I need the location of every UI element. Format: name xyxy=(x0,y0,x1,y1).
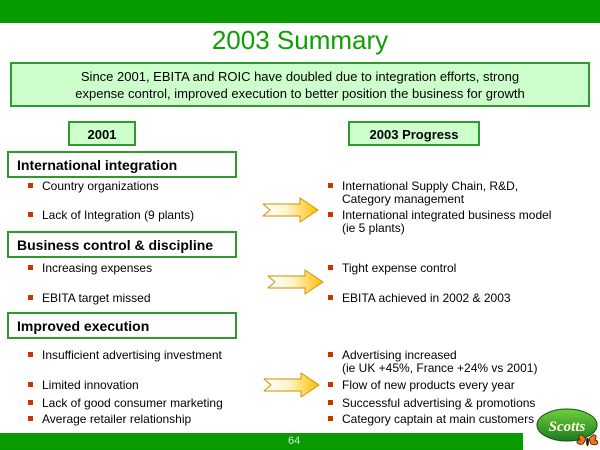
right-block-arrow-icon xyxy=(267,269,324,295)
logo-text: Scotts xyxy=(549,419,586,435)
square-bullet-icon xyxy=(328,382,333,387)
bullet-text: EBITA achieved in 2002 & 2003 xyxy=(342,291,511,305)
bullet-text: Lack of Integration (9 plants) xyxy=(42,208,195,222)
section-header-international-integration: International integration xyxy=(7,151,237,178)
bullet-text: Insufficient advertising investment xyxy=(42,348,222,362)
bullet-text: EBITA target missed xyxy=(42,291,151,305)
right-block-arrow-icon xyxy=(263,372,320,398)
bullet-text: Category captain at main customers xyxy=(342,412,535,426)
square-bullet-icon xyxy=(328,212,333,217)
bottom-green-bar: 64 xyxy=(0,433,523,450)
bullet-text: Country organizations xyxy=(42,179,159,193)
butterfly-icon xyxy=(576,434,599,447)
square-bullet-icon xyxy=(28,295,33,300)
bullet-item: Advertising increased (ie UK +45%, Franc… xyxy=(328,349,590,375)
bullet-item: Country organizations xyxy=(28,180,253,193)
bullet-item: Tight expense control xyxy=(328,262,590,275)
column-header-2001: 2001 xyxy=(68,121,136,146)
right-block-arrow-icon xyxy=(262,197,319,223)
column-header-2003-progress: 2003 Progress xyxy=(348,121,480,146)
bullet-text: Increasing expenses xyxy=(42,261,153,275)
bullet-text: Successful advertising & promotions xyxy=(342,396,536,410)
bullet-text: Flow of new products every year xyxy=(342,378,515,392)
logo-oval xyxy=(536,408,598,442)
bullet-text: International integrated business model … xyxy=(342,208,552,235)
summary-box: Since 2001, EBITA and ROIC have doubled … xyxy=(10,62,590,107)
slide-title: 2003 Summary xyxy=(211,25,389,55)
square-bullet-icon xyxy=(28,382,33,387)
bullet-item: EBITA target missed xyxy=(28,292,253,305)
square-bullet-icon xyxy=(328,183,333,188)
bullet-item: International Supply Chain, R&D, Categor… xyxy=(328,180,590,206)
bullet-item: Lack of Integration (9 plants) xyxy=(28,209,253,222)
bullet-item: Increasing expenses xyxy=(28,262,253,275)
bullet-text: Tight expense control xyxy=(342,261,457,275)
bullet-item: Flow of new products every year xyxy=(328,379,590,392)
square-bullet-icon xyxy=(28,416,33,421)
bullet-text: Lack of good consumer marketing xyxy=(42,396,223,410)
square-bullet-icon xyxy=(328,352,333,357)
scotts-logo: Scotts xyxy=(536,406,600,450)
square-bullet-icon xyxy=(28,400,33,405)
square-bullet-icon xyxy=(28,183,33,188)
bullet-text: Limited innovation xyxy=(42,378,139,392)
section-header-business-control-discipline: Business control & discipline xyxy=(7,231,237,258)
square-bullet-icon xyxy=(28,352,33,357)
square-bullet-icon xyxy=(28,212,33,217)
page-number: 64 xyxy=(288,435,301,447)
bullet-text: International Supply Chain, R&D, Categor… xyxy=(342,179,519,206)
bullet-item: International integrated business model … xyxy=(328,209,590,235)
square-bullet-icon xyxy=(28,265,33,270)
bullet-item: Lack of good consumer marketing xyxy=(28,397,253,410)
square-bullet-icon xyxy=(328,416,333,421)
bullet-text: Average retailer relationship xyxy=(42,412,192,426)
square-bullet-icon xyxy=(328,265,333,270)
section-header-improved-execution: Improved execution xyxy=(7,312,237,339)
square-bullet-icon xyxy=(328,295,333,300)
bullet-item: Limited innovation xyxy=(28,379,253,392)
bullet-item: Average retailer relationship xyxy=(28,413,253,426)
bullet-item: Insufficient advertising investment xyxy=(28,349,253,362)
square-bullet-icon xyxy=(328,400,333,405)
top-green-bar xyxy=(0,0,600,23)
bullet-text: Advertising increased (ie UK +45%, Franc… xyxy=(342,348,538,375)
bullet-item: Successful advertising & promotions xyxy=(328,397,590,410)
bullet-item: EBITA achieved in 2002 & 2003 xyxy=(328,292,590,305)
bullet-item: Category captain at main customers xyxy=(328,413,590,426)
